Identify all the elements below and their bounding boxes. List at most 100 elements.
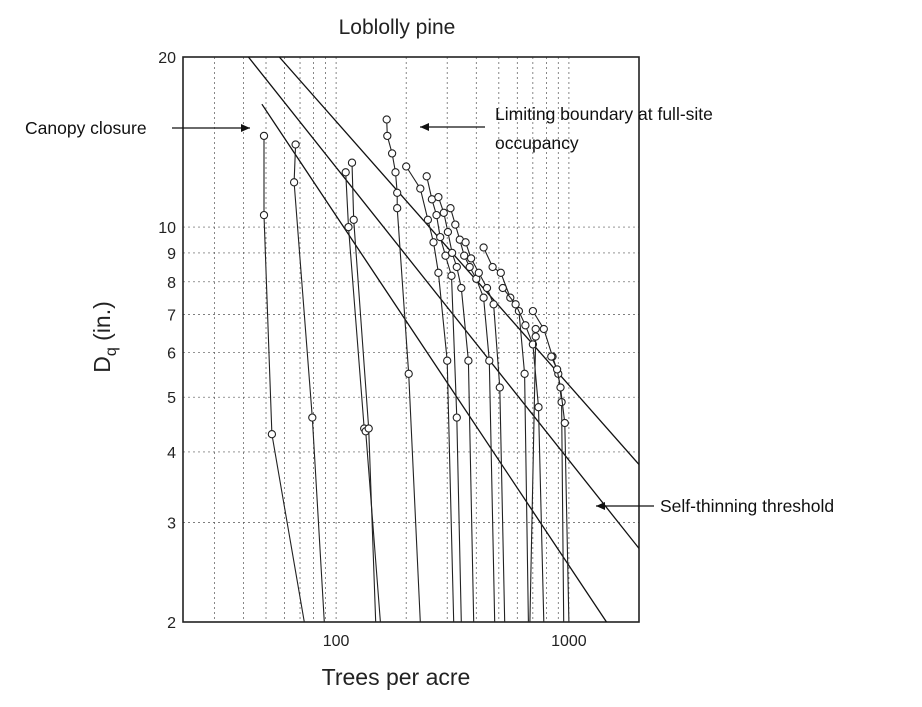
data-point xyxy=(344,222,353,232)
data-point xyxy=(489,300,498,309)
data-point xyxy=(479,243,488,252)
data-point xyxy=(521,321,530,330)
data-point xyxy=(474,268,483,277)
y-tick-label: 2 xyxy=(167,615,176,632)
annotation-label: occupancy xyxy=(495,133,579,153)
data-point xyxy=(439,208,448,217)
x-tick-label: 1000 xyxy=(551,633,587,650)
data-point xyxy=(556,383,565,392)
data-point xyxy=(461,238,470,247)
data-point xyxy=(402,162,411,171)
data-point xyxy=(347,158,357,167)
y-tick-label: 7 xyxy=(167,308,176,325)
y-tick-label: 5 xyxy=(167,390,176,407)
y-axis-label-sub: q xyxy=(103,347,120,356)
data-series xyxy=(259,115,570,622)
data-point xyxy=(416,184,425,193)
data-point xyxy=(464,356,473,365)
data-point xyxy=(393,204,402,213)
data-point xyxy=(465,262,474,272)
y-tick-label: 20 xyxy=(158,50,176,67)
data-point xyxy=(460,251,469,260)
data-point xyxy=(259,210,269,220)
data-point xyxy=(531,332,540,341)
data-point xyxy=(267,430,277,439)
grid-layer xyxy=(183,56,639,623)
data-point xyxy=(432,210,441,220)
svg-text:Dq (in.): Dq (in.) xyxy=(89,301,120,373)
data-point xyxy=(308,413,317,422)
y-tick-label: 3 xyxy=(167,516,176,533)
x-tick-label: 100 xyxy=(323,633,350,650)
data-point xyxy=(560,418,569,428)
data-point xyxy=(547,352,556,361)
tick-labels: 2 3 4 5 6 7 8 9 10 20 100 1000 xyxy=(158,50,587,650)
canopy-arrow-head xyxy=(241,124,250,132)
annotation-label: Canopy closure xyxy=(25,118,147,138)
y-tick-label: 10 xyxy=(158,220,176,237)
data-point xyxy=(528,306,538,316)
y-tick-label: 8 xyxy=(167,275,176,292)
data-point xyxy=(520,369,529,378)
data-point xyxy=(511,300,520,309)
data-point xyxy=(482,283,492,293)
data-point xyxy=(341,168,350,177)
annotations: Canopy closure Limiting boundary at full-… xyxy=(25,104,834,516)
y-axis-label-unit: (in.) xyxy=(89,301,115,341)
y-tick-label: 9 xyxy=(167,246,176,263)
series-line xyxy=(351,162,377,622)
data-point xyxy=(443,356,452,365)
data-point xyxy=(466,254,476,263)
data-point xyxy=(434,268,443,277)
data-point xyxy=(383,131,392,141)
data-point xyxy=(289,178,299,187)
x-axis-label: Trees per acre xyxy=(322,664,471,690)
data-point xyxy=(443,227,453,237)
data-point xyxy=(364,424,373,433)
data-point xyxy=(539,324,548,334)
data-point xyxy=(485,356,494,365)
y-tick-label: 4 xyxy=(167,445,176,462)
series-line xyxy=(263,135,305,622)
threshold-arrow-head xyxy=(596,502,605,510)
reference-line xyxy=(247,57,639,549)
data-point xyxy=(382,115,391,124)
reference-lines xyxy=(247,57,639,622)
y-axis-label-main: D xyxy=(89,356,115,373)
y-tick-label: 6 xyxy=(167,345,176,362)
chart-title: Loblolly pine xyxy=(339,16,456,39)
reference-line xyxy=(278,57,639,465)
data-point xyxy=(451,220,460,229)
data-point xyxy=(452,262,461,272)
data-point xyxy=(422,172,431,181)
data-point xyxy=(488,262,497,272)
data-point xyxy=(349,215,358,224)
series-line xyxy=(293,144,325,622)
data-point xyxy=(291,140,300,149)
data-point xyxy=(434,192,443,202)
data-point xyxy=(259,131,269,141)
data-point xyxy=(447,271,456,280)
data-point xyxy=(552,365,562,374)
data-point xyxy=(447,248,457,258)
data-point xyxy=(531,324,540,334)
data-point xyxy=(498,283,507,293)
data-point xyxy=(479,293,488,302)
data-point xyxy=(534,403,543,412)
data-point xyxy=(423,215,433,224)
data-point xyxy=(528,340,538,349)
data-point xyxy=(446,204,455,213)
data-point xyxy=(393,188,402,197)
data-point xyxy=(496,268,505,277)
data-point xyxy=(495,383,504,392)
annotation-label: Limiting boundary at full-site xyxy=(495,104,713,124)
data-point xyxy=(404,369,413,378)
annotation-label: Self-thinning threshold xyxy=(660,496,834,516)
data-point xyxy=(429,238,438,247)
data-point xyxy=(436,232,445,242)
y-axis-label: Dq (in.) xyxy=(89,301,120,373)
limiting-arrow-head xyxy=(420,123,429,131)
reference-line xyxy=(261,103,608,622)
plot-frame xyxy=(182,56,640,623)
